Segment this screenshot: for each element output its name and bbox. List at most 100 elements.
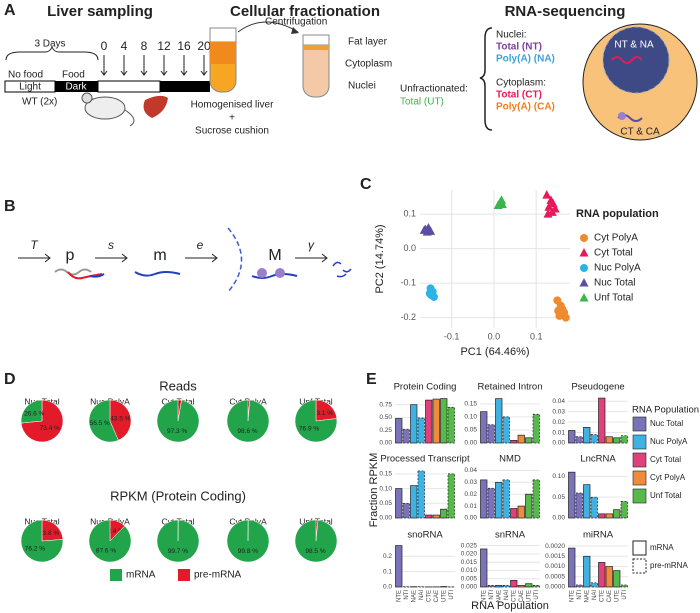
bar [510, 508, 518, 519]
x-tick-label: UTI [622, 590, 628, 600]
dark-bar [55, 81, 98, 92]
pie-row-title: RPKM (Protein Coding) [110, 488, 246, 503]
y-tick-label: 0.05 [552, 494, 565, 501]
y-tick-label: 0.0005 [545, 573, 565, 580]
bar [517, 505, 525, 519]
bar [598, 397, 606, 444]
rna-icon [67, 271, 103, 280]
legend-swatch [632, 452, 647, 468]
x-tick-label: NAE [496, 590, 502, 602]
legend-title: RNA population [576, 208, 659, 220]
time-arrow [160, 55, 168, 76]
bar [583, 426, 591, 444]
bar [447, 473, 455, 519]
bar [568, 471, 576, 519]
y-tick-label: 0.04 [464, 467, 477, 474]
panel-bg [395, 544, 455, 587]
bar [502, 479, 510, 519]
time-arrow [100, 55, 108, 76]
x-tick-label: NAE [411, 590, 417, 602]
x-tick-label: NAI [419, 590, 425, 600]
y-tick-label: 0.0020 [545, 543, 565, 550]
x-axis-label: PC1 (64.46%) [460, 346, 529, 358]
bar [440, 398, 448, 444]
y-tick-label: 0.02 [464, 491, 477, 498]
bar [605, 436, 613, 444]
x-tick-label: -0.1 [444, 331, 460, 341]
bar [425, 514, 433, 519]
legend-label: mRNA [126, 570, 156, 581]
point [493, 200, 503, 210]
section-title: Liver sampling [47, 3, 153, 20]
x-axis-label: RNA Population [471, 600, 549, 612]
pie-slice [226, 399, 270, 443]
point [580, 264, 588, 272]
x-tick-label: CTE [426, 590, 432, 602]
point [554, 306, 563, 315]
pie-slice [88, 399, 119, 443]
bar [487, 487, 495, 519]
y-tick-label: 0.25 [379, 427, 392, 434]
compartment-label: CT & CA [620, 127, 660, 138]
bar [487, 584, 495, 588]
y-tick-label: 0.1 [383, 568, 392, 575]
time-points: 0 4 8 12 16 20 [100, 39, 211, 76]
compartment-label: NT & NA [614, 40, 654, 51]
duration: 3 Days [34, 39, 65, 50]
point [419, 225, 429, 234]
pie-slice [226, 519, 270, 563]
fragments [332, 261, 352, 278]
panel-label: E [366, 371, 377, 388]
time-point: 12 [157, 39, 171, 53]
dna-icon [54, 268, 92, 276]
y-tick-label: -0.2 [400, 312, 416, 322]
bar [605, 513, 613, 519]
x-tick-label: NTE [569, 590, 575, 602]
bar [613, 437, 621, 444]
y-tick-label: 0.015 [461, 559, 478, 566]
pie-slice [156, 519, 200, 563]
pie-value-label: 43.5 % [110, 416, 130, 423]
y-tick-label: 0.1 [403, 209, 416, 219]
arrow [18, 253, 51, 263]
bar [395, 545, 403, 588]
bar [583, 484, 591, 519]
bar [598, 513, 606, 519]
x-tick-label: NTI [577, 590, 583, 600]
point [579, 278, 589, 287]
legend-swatch [632, 540, 647, 556]
panel-title: Pseudogene [571, 382, 624, 393]
bar [395, 488, 403, 519]
x-tick-label: NTE [396, 590, 402, 602]
pie-value-label: 1.4 % [240, 401, 257, 408]
y-tick-label: 0.01 [552, 429, 565, 436]
liver-icon [143, 95, 168, 118]
legend-label: mRNA [650, 543, 674, 552]
x-tick-label: NAI [592, 590, 598, 600]
pie-slice [88, 519, 132, 563]
layer-label: Fat layer [348, 37, 388, 48]
pie-row-title: Reads [159, 378, 197, 393]
y-tick-label: 0.10 [552, 473, 565, 480]
pie-slice [109, 399, 132, 441]
legend-swatch [110, 569, 122, 581]
legend-label: pre-mRNA [194, 570, 242, 581]
panel-title: snRNA [495, 530, 526, 541]
point [579, 293, 589, 302]
bar [402, 428, 410, 444]
bar [590, 434, 598, 444]
arrow [185, 253, 218, 263]
bar [525, 583, 533, 588]
y-tick-label: 0.010 [461, 567, 478, 574]
rna-icon [251, 273, 298, 279]
point [425, 289, 434, 298]
bar [575, 492, 583, 519]
pie-slice [20, 399, 43, 424]
y-tick-label: 0.03 [464, 479, 477, 486]
legend-swatch [178, 569, 190, 581]
time-arrow [200, 55, 208, 76]
y-tick-label: 0.10 [379, 485, 392, 492]
y-tick-label: 0.01 [464, 503, 477, 510]
pie-slice [41, 519, 64, 542]
